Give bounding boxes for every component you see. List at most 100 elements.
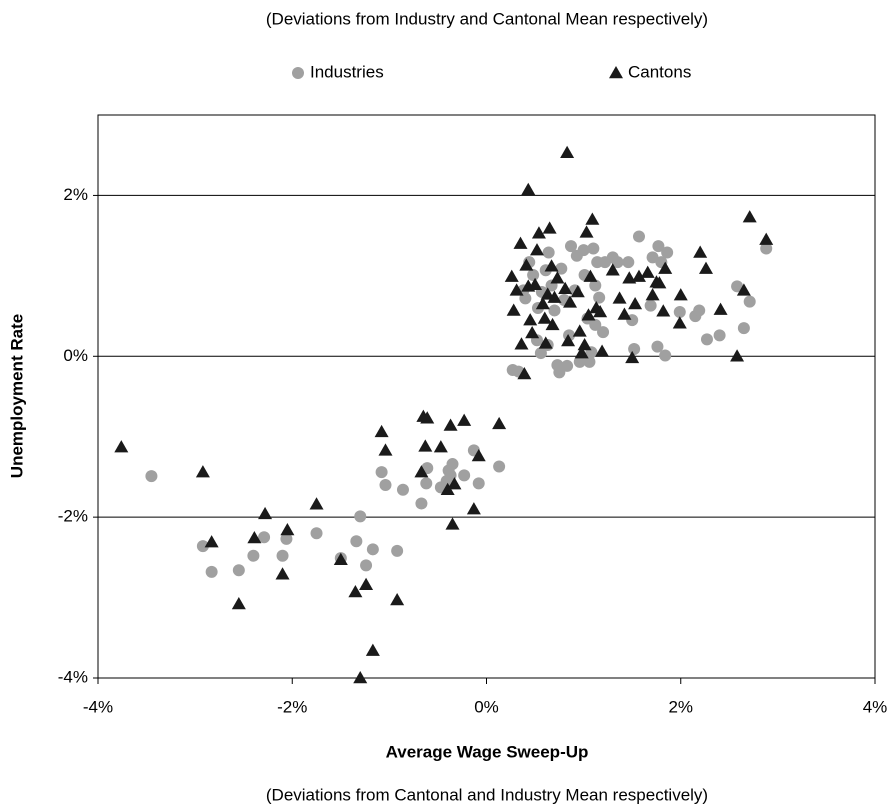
point — [658, 261, 673, 274]
point — [544, 259, 559, 272]
point — [760, 242, 773, 255]
point — [611, 256, 624, 269]
point — [617, 307, 632, 320]
point — [379, 478, 392, 491]
point — [593, 291, 606, 304]
y-tick-label: 2% — [63, 185, 88, 204]
point — [445, 517, 460, 530]
point — [493, 460, 506, 473]
point — [466, 502, 481, 515]
point — [517, 366, 532, 380]
point — [573, 355, 586, 368]
point — [661, 246, 674, 259]
point — [628, 343, 641, 356]
point — [280, 523, 295, 536]
point — [232, 564, 245, 577]
point — [247, 549, 260, 562]
point — [145, 470, 158, 483]
point — [350, 535, 363, 548]
point — [195, 465, 210, 478]
point — [472, 477, 485, 490]
point — [644, 299, 657, 312]
point — [442, 464, 455, 477]
x-tick-label: 2% — [668, 697, 693, 716]
point — [700, 333, 713, 346]
point — [581, 308, 596, 321]
point — [535, 297, 550, 310]
point — [736, 283, 751, 296]
point — [612, 291, 627, 304]
point — [577, 244, 590, 257]
point — [640, 265, 655, 278]
point — [595, 344, 610, 357]
point — [471, 449, 486, 462]
point — [205, 565, 218, 578]
point — [418, 439, 433, 452]
point — [656, 304, 671, 317]
point — [509, 283, 524, 296]
point — [548, 304, 561, 317]
point — [730, 349, 745, 362]
point — [523, 313, 538, 326]
point — [542, 221, 557, 234]
point — [519, 258, 534, 271]
point — [547, 290, 562, 303]
point — [506, 303, 521, 316]
x-tick-label: -4% — [83, 697, 113, 716]
point — [625, 350, 640, 364]
point — [545, 317, 560, 331]
point — [531, 226, 546, 239]
x-tick-label: -2% — [277, 697, 307, 716]
point — [577, 338, 592, 351]
point — [574, 346, 589, 359]
point — [204, 535, 219, 548]
point — [504, 269, 519, 282]
point — [622, 271, 637, 284]
point — [652, 240, 665, 253]
y-axis-label: Unemployment Rate — [7, 314, 26, 478]
point — [563, 295, 578, 308]
point — [699, 261, 714, 274]
point — [589, 318, 602, 331]
point — [396, 483, 409, 496]
point — [348, 584, 363, 598]
y-tick-label: -4% — [58, 667, 88, 686]
point — [366, 543, 379, 556]
x-axis-label: Average Wage Sweep-Up — [386, 742, 589, 761]
point — [673, 306, 686, 319]
point — [514, 337, 529, 350]
legend-label: Industries — [310, 62, 384, 81]
subtitle: (Deviations from Industry and Cantonal M… — [266, 9, 708, 28]
x-axis-note: (Deviations from Cantonal and Industry M… — [266, 785, 708, 804]
point — [628, 297, 643, 310]
point — [280, 532, 293, 545]
point — [587, 242, 600, 255]
point — [759, 232, 774, 245]
point — [525, 325, 540, 339]
point — [458, 469, 471, 482]
point — [420, 477, 433, 490]
point — [672, 316, 687, 329]
point — [538, 336, 553, 349]
point — [492, 416, 507, 430]
point — [309, 497, 324, 510]
point — [693, 245, 708, 258]
point — [597, 326, 610, 339]
point — [550, 271, 565, 284]
point — [359, 577, 374, 590]
point — [537, 311, 552, 324]
point — [247, 531, 262, 544]
plot-frame — [97, 114, 876, 679]
point — [114, 440, 129, 453]
point — [560, 145, 575, 159]
point — [276, 549, 289, 562]
point — [659, 349, 672, 362]
point — [555, 262, 568, 275]
point — [258, 506, 273, 520]
point — [593, 305, 608, 318]
point — [673, 288, 688, 301]
point — [353, 671, 368, 684]
point — [275, 567, 290, 580]
